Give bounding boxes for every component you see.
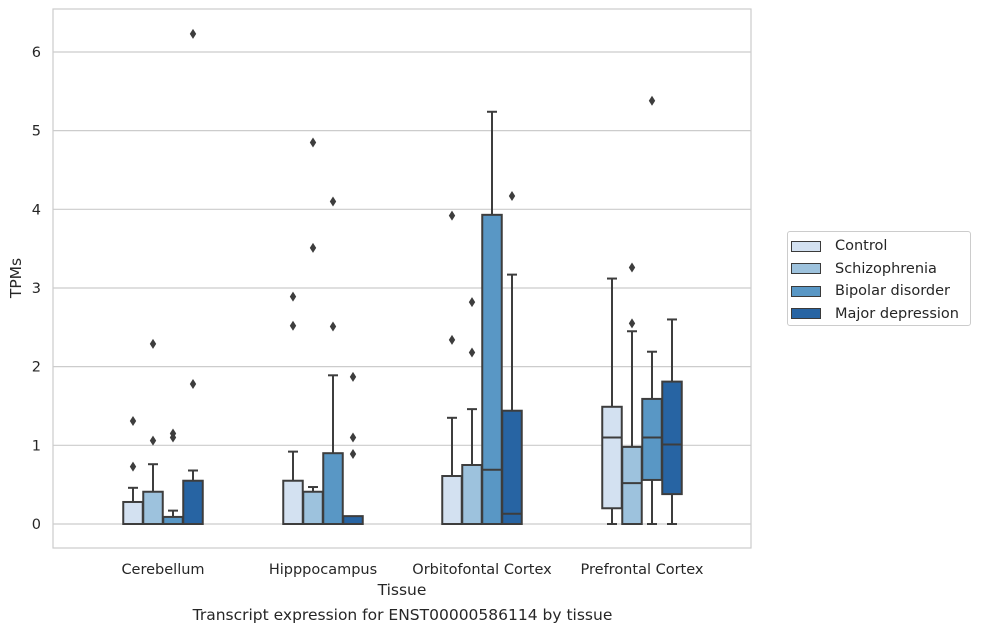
- legend-label: Major depression: [835, 305, 959, 322]
- box-body: [641, 397, 663, 481]
- box: [461, 297, 483, 525]
- box: [322, 196, 344, 525]
- box: [302, 137, 324, 525]
- box-body: [142, 490, 164, 525]
- box-body: [342, 515, 364, 525]
- legend-item: Schizophrenia: [791, 258, 937, 280]
- y-tick-label: 5: [32, 124, 41, 140]
- box-body: [461, 463, 483, 525]
- box: [282, 291, 304, 526]
- x-tick-label: Prefrontal Cortex: [581, 562, 704, 578]
- legend-swatch: [791, 240, 821, 252]
- legend-swatch: [791, 285, 821, 297]
- gridlines: [53, 51, 751, 525]
- legend-label: Schizophrenia: [835, 260, 937, 277]
- box: [122, 415, 144, 526]
- outlier-point: [628, 262, 636, 273]
- y-tick-label: 1: [32, 438, 41, 454]
- outlier-point: [309, 137, 317, 148]
- box-body: [501, 409, 523, 526]
- outlier-point: [349, 448, 357, 459]
- legend-label: Bipolar disorder: [835, 283, 950, 299]
- box: [621, 262, 643, 526]
- outlier-point: [189, 28, 197, 39]
- y-axis-label: TPMs: [7, 258, 25, 299]
- outlier-point: [289, 291, 297, 302]
- y-tick-label: 6: [32, 45, 41, 61]
- box-body: [182, 479, 204, 526]
- y-tick-label: 4: [32, 202, 41, 218]
- box-plot-series: [122, 28, 683, 526]
- outlier-point: [289, 320, 297, 331]
- outlier-point: [309, 242, 317, 253]
- outlier-point: [149, 435, 157, 446]
- box: [182, 28, 204, 526]
- legend-item: Bipolar disorder: [791, 280, 950, 302]
- box-body: [441, 475, 463, 525]
- outlier-point: [169, 428, 177, 439]
- legend: Control Schizophrenia Bipolar disorder Majo…: [787, 231, 971, 326]
- box: [601, 277, 623, 525]
- legend-swatch: [791, 308, 821, 319]
- box-body: [322, 452, 344, 525]
- box: [142, 338, 164, 525]
- outlier-point: [349, 371, 357, 382]
- box: [661, 318, 683, 525]
- box: [441, 210, 463, 525]
- outlier-point: [329, 321, 337, 332]
- plot-frame: [52, 8, 752, 549]
- x-axis-label: Tissue: [377, 581, 427, 599]
- x-axis-ticks: Cerebellum Hipppocampus Orbitofontal Corte…: [121, 562, 703, 578]
- outlier-point: [448, 210, 456, 221]
- y-axis-ticks: 0 1 2 3 4 5 6: [32, 45, 41, 533]
- outlier-point: [508, 190, 516, 201]
- box: [641, 95, 663, 525]
- legend-item: Major depression: [791, 303, 959, 325]
- outlier-point: [129, 415, 137, 426]
- box-body: [302, 490, 324, 525]
- legend-swatch: [791, 263, 821, 274]
- series-schizophrenia: [142, 137, 643, 526]
- outlier-point: [349, 432, 357, 443]
- box: [162, 428, 184, 525]
- outlier-point: [149, 338, 157, 349]
- y-tick-label: 0: [32, 517, 41, 533]
- x-tick-label: Hipppocampus: [269, 562, 377, 578]
- x-tick-label: Orbitofontal Cortex: [412, 562, 552, 578]
- box-body: [162, 515, 184, 525]
- box: [481, 110, 503, 525]
- legend-item: Control: [791, 235, 887, 257]
- outlier-point: [448, 334, 456, 345]
- box: [342, 371, 364, 525]
- chart-caption: Transcript expression for ENST0000058611…: [192, 606, 613, 624]
- outlier-point: [648, 95, 656, 106]
- series-control: [122, 210, 623, 526]
- box-body: [661, 380, 683, 496]
- outlier-point: [129, 461, 137, 472]
- box: [501, 190, 523, 526]
- box-body: [122, 500, 144, 526]
- box-body: [282, 479, 304, 526]
- outlier-point: [628, 318, 636, 329]
- y-tick-label: 2: [32, 360, 41, 376]
- series-bipolar-disorder: [162, 95, 663, 525]
- outlier-point: [329, 196, 337, 207]
- outlier-point: [468, 297, 476, 308]
- box-body: [621, 445, 643, 526]
- box-body: [601, 405, 623, 510]
- legend-label: Control: [835, 238, 888, 254]
- outlier-point: [189, 378, 197, 389]
- box-body: [481, 213, 503, 525]
- x-tick-label: Cerebellum: [121, 562, 204, 578]
- series-major-depression: [182, 28, 683, 526]
- y-tick-label: 3: [32, 281, 41, 297]
- outlier-point: [468, 347, 476, 358]
